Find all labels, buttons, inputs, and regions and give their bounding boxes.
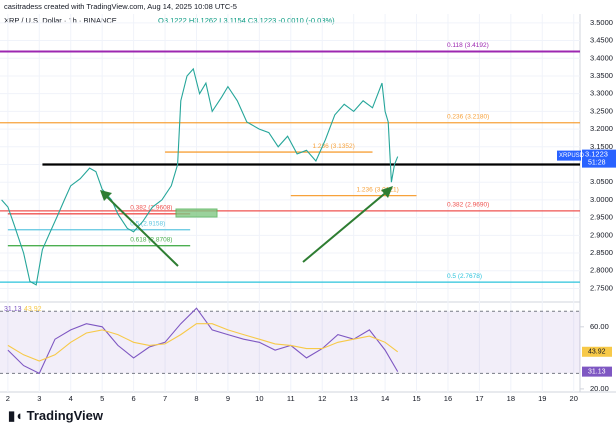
x-tick-label: 16	[444, 394, 452, 403]
y-tick-label: 2.9000	[590, 230, 613, 239]
x-tick-label: 4	[69, 394, 73, 403]
x-tick-label: 3	[37, 394, 41, 403]
rsi-band	[0, 311, 580, 374]
rsi-header-value: 43.92	[24, 306, 42, 313]
y-tick-label: 3.5000	[590, 18, 613, 27]
y-tick-label: 60.00	[590, 322, 609, 331]
ohlc: O3.1222 H3.1262 L3.1154 C3.1223 -0.0010 …	[158, 16, 335, 25]
series-line	[1, 67, 399, 286]
x-tick-label: 12	[318, 394, 326, 403]
x-tick-label: 6	[132, 394, 136, 403]
ticker: XRPUSD	[559, 153, 585, 159]
rsi-tag-value: 31.13	[588, 368, 606, 375]
x-tick-label: 5	[100, 394, 104, 403]
credit: casitradess created with TradingView.com…	[4, 2, 237, 11]
x-tick-label: 18	[507, 394, 515, 403]
countdown: 51:28	[588, 159, 606, 166]
x-tick-label: 13	[349, 394, 357, 403]
brand: ▮◖ TradingView	[8, 408, 104, 423]
y-tick-label: 3.3000	[590, 89, 613, 98]
y-tick-label: 2.8000	[590, 266, 613, 275]
level-label: 1.236 (3.0121)	[357, 186, 399, 193]
y-tick-label: 3.3500	[590, 71, 613, 80]
level-label: 1.236 (3.1352)	[313, 143, 355, 150]
y-tick-label: 2.7500	[590, 283, 613, 292]
rsi-tag	[582, 346, 612, 357]
y-tick-label: 3.4000	[590, 53, 613, 62]
level-label: 0.5 (2.7678)	[447, 273, 482, 280]
ticker-tag	[557, 150, 581, 161]
x-tick-label: 17	[475, 394, 483, 403]
y-tick-label: 3.1500	[590, 142, 613, 151]
level-label: 0.236 (3.2180)	[447, 113, 489, 120]
y-tick-label: 20.00	[590, 384, 609, 393]
rsi-header-value: 31.13	[4, 306, 22, 313]
rsi-tag	[582, 366, 612, 377]
y-tick-label: 2.8500	[590, 248, 613, 257]
x-tick-label: 2	[6, 394, 10, 403]
x-tick-label: 15	[412, 394, 420, 403]
price-tag	[582, 149, 616, 168]
x-tick-label: 10	[255, 394, 263, 403]
zone-box	[175, 208, 218, 218]
x-tick-label: 9	[226, 394, 230, 403]
arrow-head	[381, 186, 393, 198]
x-tick-label: 14	[381, 394, 389, 403]
x-tick-label: 19	[538, 394, 546, 403]
level-label: 0.5 (2.9158)	[130, 220, 165, 227]
level-label: 0.382 (2.9690)	[447, 202, 489, 209]
x-tick-label: 20	[570, 394, 578, 403]
symbol: XRP / U.S. Dollar · 1h · BINANCE	[4, 16, 117, 25]
y-tick-label: 3.0500	[590, 177, 613, 186]
arrow	[302, 189, 390, 263]
x-tick-label: 7	[163, 394, 167, 403]
y-tick-label: 3.2000	[590, 124, 613, 133]
arrow-head	[100, 190, 112, 201]
y-tick-label: 3.4500	[590, 36, 613, 45]
y-tick-label: 2.9500	[590, 213, 613, 222]
rsi-tag-value: 43.92	[588, 349, 606, 356]
price-tag-value: 3.1223	[585, 150, 608, 159]
y-tick-label: 3.0000	[590, 195, 613, 204]
x-tick-label: 11	[287, 394, 295, 403]
series-line	[7, 323, 399, 362]
arrow	[102, 192, 179, 267]
series-line	[7, 307, 399, 375]
level-label: 0.118 (3.4192)	[447, 42, 489, 49]
y-tick-label: 3.2500	[590, 106, 613, 115]
x-tick-label: 8	[194, 394, 198, 403]
